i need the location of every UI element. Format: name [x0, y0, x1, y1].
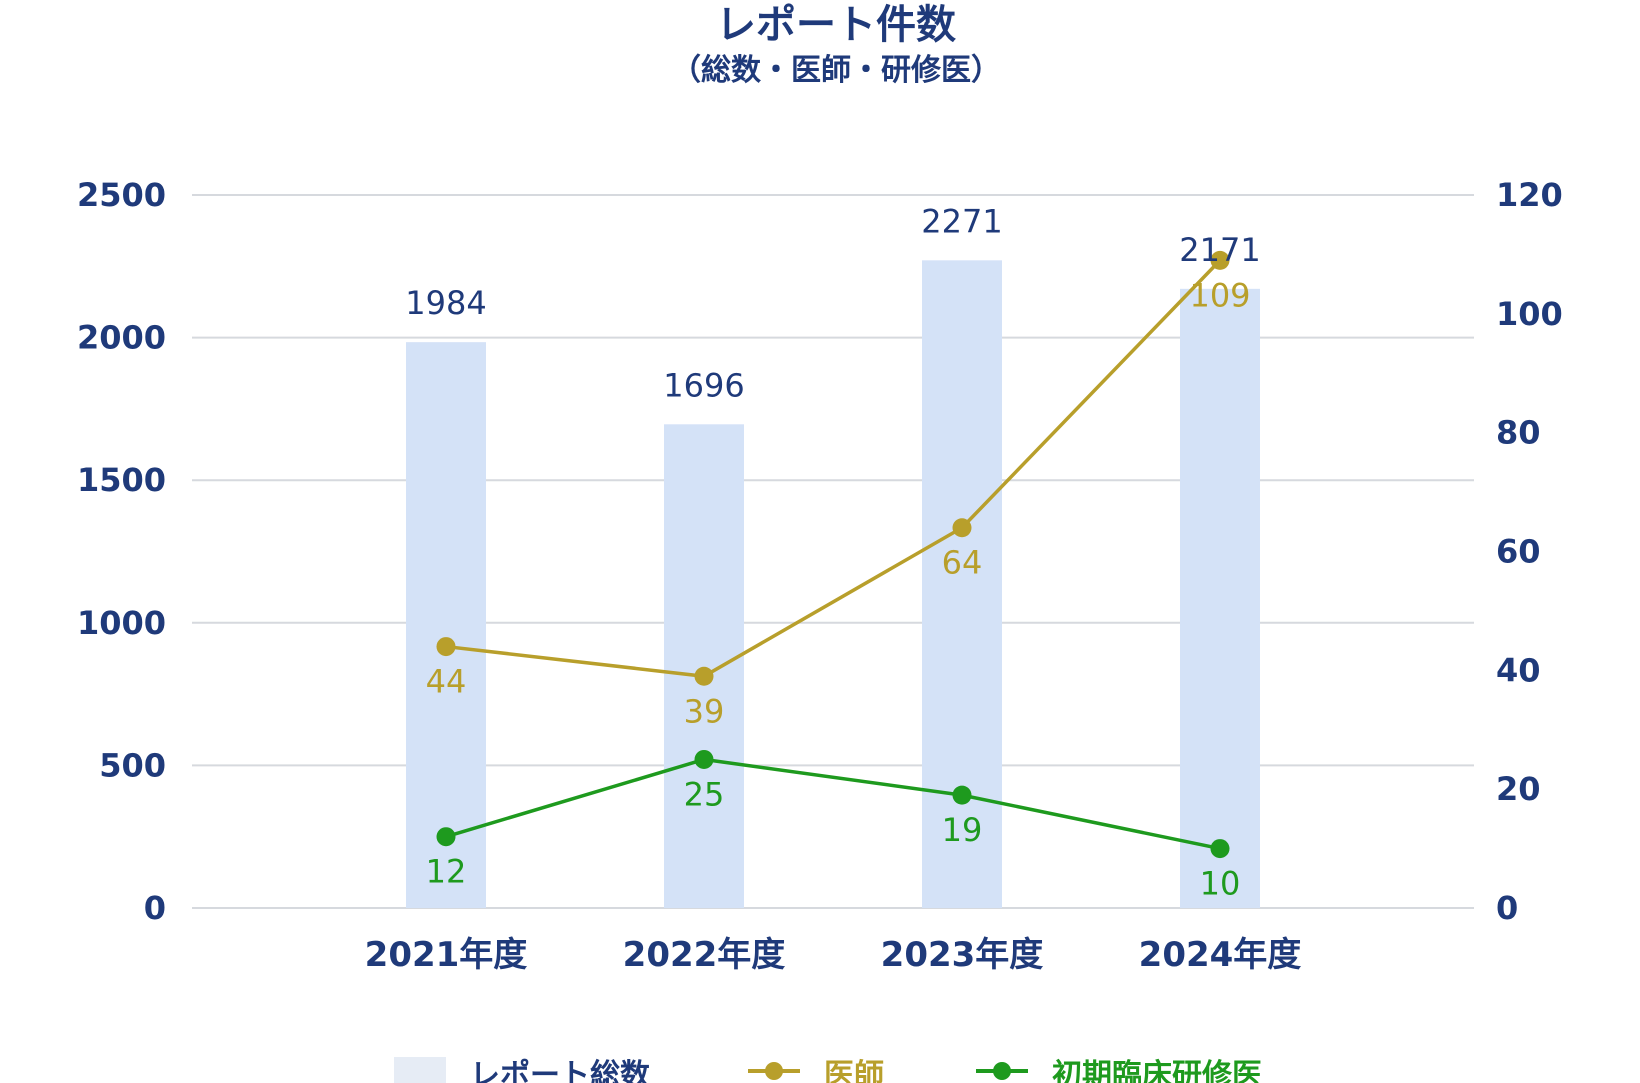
y-right-tick-label: 60: [1496, 533, 1541, 571]
y-left-tick-label: 1500: [77, 461, 166, 499]
point-value-label: 39: [684, 692, 725, 730]
line-point: [694, 666, 714, 686]
legend-label: 初期臨床研修医: [1052, 1058, 1262, 1083]
bar-value-label: 2171: [1179, 231, 1260, 269]
x-tick-label: 2022年度: [623, 935, 786, 975]
line-point: [436, 637, 456, 657]
y-right-tick-label: 40: [1496, 651, 1541, 689]
line-point: [436, 827, 456, 847]
label-layer: 1984 1696 2271 2171 44 39 64 109 12 25 19 10: [405, 202, 1260, 902]
legend-resident-marker: [993, 1062, 1011, 1080]
legend-label: レポート総数: [470, 1058, 651, 1083]
point-value-label: 109: [1189, 276, 1250, 314]
line-point: [952, 518, 972, 538]
line-point: [1210, 839, 1230, 859]
bar-value-label: 1696: [663, 366, 744, 404]
legend-doctor-marker: [765, 1062, 783, 1080]
legend: レポート総数 医師 初期臨床研修医: [394, 1057, 1262, 1083]
point-value-label: 10: [1200, 865, 1241, 903]
legend-bar-swatch: [394, 1057, 446, 1083]
bar-value-label: 2271: [921, 202, 1002, 240]
y-right-tick-label: 0: [1496, 889, 1518, 927]
x-tick-label: 2023年度: [881, 935, 1044, 975]
y-left-tick-label: 1000: [77, 604, 166, 642]
y-right-tick-label: 120: [1496, 176, 1563, 214]
y-right-tick-label: 80: [1496, 414, 1541, 452]
bar: [1180, 288, 1260, 908]
y-right-tick-label: 100: [1496, 295, 1563, 333]
line-point: [694, 749, 714, 769]
doctor-line: [445, 259, 1222, 679]
x-tick-label: 2021年度: [365, 935, 528, 975]
point-value-label: 19: [942, 811, 983, 849]
y-right-tick-label: 20: [1496, 770, 1541, 808]
resident-line: [445, 757, 1221, 851]
point-value-label: 25: [684, 775, 725, 813]
axis-layer: 0 500 1000 1500 2000 2500 0 20 40 60 80 100 120 2021年…: [77, 176, 1563, 975]
line-point: [952, 785, 972, 805]
bar-value-label: 1984: [405, 284, 486, 322]
line-point: [1210, 250, 1230, 270]
line-layer: [436, 250, 1230, 859]
point-value-label: 64: [942, 544, 983, 582]
bar: [664, 424, 744, 908]
y-left-tick-label: 500: [99, 746, 166, 784]
point-value-label: 44: [426, 663, 467, 701]
grid-layer: [192, 194, 1474, 909]
y-left-tick-label: 0: [144, 889, 166, 927]
x-tick-label: 2024年度: [1139, 935, 1302, 975]
chart-title: レポート件数: [716, 2, 956, 48]
y-left-tick-label: 2000: [77, 319, 166, 357]
legend-label: 医師: [824, 1058, 884, 1083]
point-value-label: 12: [426, 853, 467, 891]
bar: [406, 342, 486, 908]
chart-subtitle: （総数・医師・研修医）: [671, 53, 1001, 88]
y-left-tick-label: 2500: [77, 176, 166, 214]
